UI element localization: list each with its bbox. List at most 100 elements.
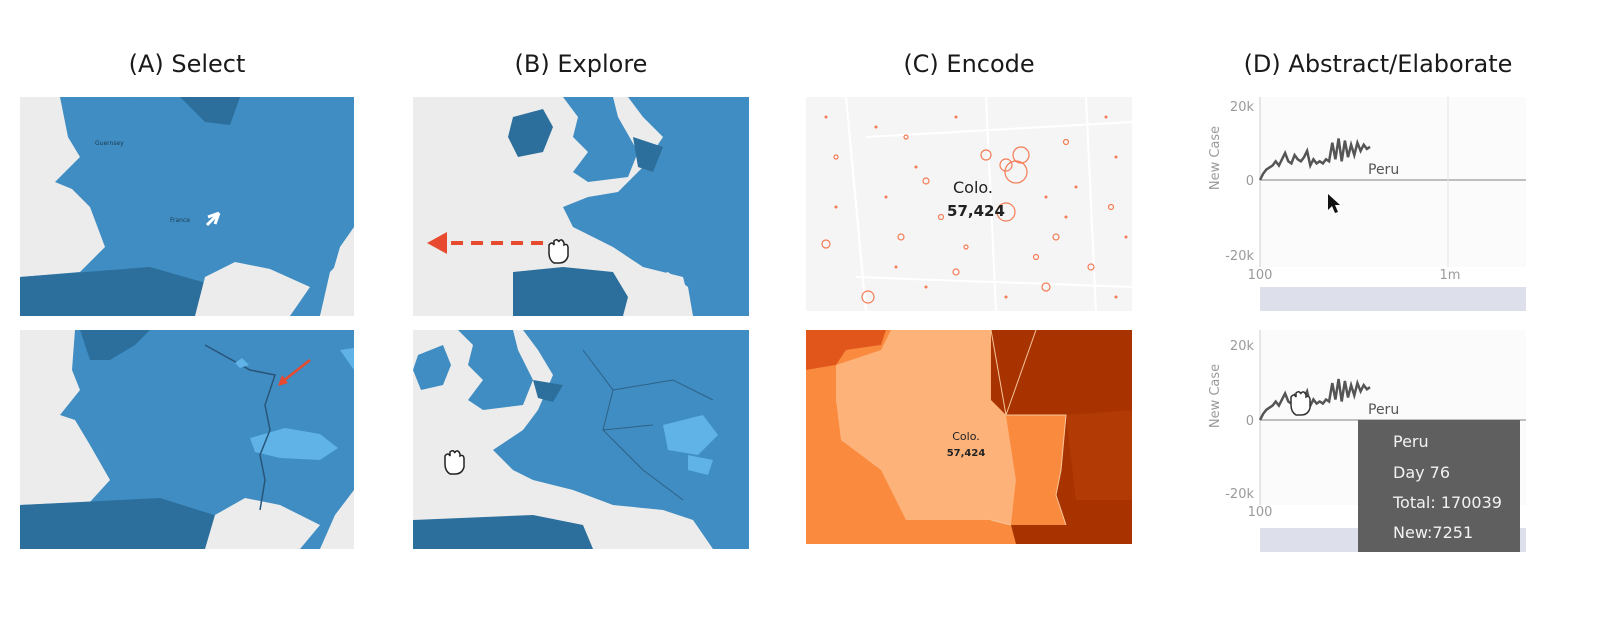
bubble <box>897 233 905 241</box>
column-title-select: (A) Select <box>128 50 246 78</box>
land-continent-dark <box>633 137 663 172</box>
encode-bottom-label-name: Colo. <box>952 430 980 443</box>
x-tick-label: 1m <box>1440 268 1461 283</box>
y-tick-label: -20k <box>1225 249 1254 264</box>
abstract-line-chart-bottom: New Case 20k 0 -20k 100 Peru Peru Day 76… <box>1208 330 1526 552</box>
encode-choropleth-map: Colo. 57,424 <box>806 330 1132 544</box>
explore-map-top-svg <box>427 97 749 316</box>
bubble-dot <box>894 265 898 269</box>
sea-med <box>628 272 693 316</box>
abstract-line-chart-top: New Case 20k 0 -20k 100 1m Peru <box>1208 97 1526 311</box>
red-arrow-head <box>278 375 288 386</box>
tooltip-country: Peru <box>1393 432 1429 451</box>
bubble <box>922 177 930 185</box>
land-uk <box>563 97 638 182</box>
bubble <box>1012 146 1030 164</box>
small-city-marker <box>235 358 249 368</box>
series-label-peru: Peru <box>1368 162 1399 178</box>
tooltip: Peru Day 76 Total: 170039 New:7251 <box>1358 420 1520 552</box>
bubble-dot <box>1064 215 1068 219</box>
select-map-top: Guernsey France <box>20 97 354 316</box>
land-france <box>20 97 354 316</box>
bubble-dot <box>1074 185 1078 189</box>
series-line-peru <box>1258 378 1371 421</box>
hand-cursor-icon <box>1290 390 1311 416</box>
select-map-top-svg: Guernsey France <box>20 97 354 316</box>
cursor-arrow-icon <box>1328 194 1340 213</box>
tooltip-box <box>1358 420 1520 552</box>
land-light-region <box>663 415 718 455</box>
bubble-dots <box>824 115 1128 299</box>
bubble-dot <box>874 125 878 129</box>
land-ireland <box>413 345 451 390</box>
bubble <box>1041 282 1051 292</box>
column-title-abstract-elaborate: (D) Abstract/Elaborate <box>1243 50 1513 78</box>
red-arrow-icon <box>281 359 311 383</box>
y-axis-label: New Case <box>1208 364 1223 428</box>
border-highlight <box>204 344 276 511</box>
land-continent <box>563 97 749 316</box>
hand-cursor-icon <box>444 449 465 475</box>
explore-map-top <box>413 97 749 316</box>
encode-top-label-name: Colo. <box>953 178 993 197</box>
bubble-dot <box>1114 155 1118 159</box>
pan-arrow-head <box>427 232 447 254</box>
white-arrow-icon <box>205 211 221 227</box>
bubble-dot <box>1104 115 1108 119</box>
sea-med <box>598 515 663 549</box>
bubble-dot <box>834 205 838 209</box>
state-borders <box>845 97 1132 311</box>
y-tick-label: 20k <box>1230 100 1255 115</box>
bubble-dot <box>1004 295 1008 299</box>
x-tick-label: 100 <box>1248 268 1273 283</box>
bubble <box>1107 203 1115 211</box>
bubble-dot <box>884 195 888 199</box>
land-uk <box>458 330 533 410</box>
select-map-bottom-svg <box>20 330 354 549</box>
y-tick-label: -20k <box>1225 487 1254 502</box>
land-ireland <box>508 109 553 157</box>
bubble-dot <box>824 115 828 119</box>
chart-plot-area <box>1260 97 1526 267</box>
bubble <box>996 202 1016 222</box>
y-tick-label: 20k <box>1230 339 1255 354</box>
bubble <box>1087 263 1095 271</box>
bubble <box>821 239 831 249</box>
bubble <box>999 158 1013 172</box>
bubble-dot <box>1124 235 1128 239</box>
tooltip-total: Total: 170039 <box>1392 493 1502 512</box>
series-line-peru <box>1258 138 1371 181</box>
y-tick-label: 0 <box>1246 174 1254 189</box>
bubble <box>903 134 909 140</box>
y-tick-label: 0 <box>1246 414 1254 429</box>
region-borders <box>990 330 1067 526</box>
bubble <box>963 244 969 250</box>
bubble <box>937 213 945 221</box>
region-right-mid <box>991 415 1066 525</box>
land-swiss-highlight <box>250 428 338 460</box>
land-light-region-2 <box>688 455 713 475</box>
region-right-dark-2 <box>1066 410 1132 500</box>
region-selected <box>836 330 1016 525</box>
series-label-peru: Peru <box>1368 402 1399 418</box>
land-iberia <box>413 515 593 549</box>
land-dark-region <box>533 380 563 402</box>
country-borders <box>582 349 714 501</box>
land-iberia <box>20 498 235 549</box>
bubble <box>1052 233 1060 241</box>
land-france <box>20 330 354 549</box>
encode-bubble-map: Colo. 57,424 <box>806 97 1132 311</box>
explore-map-bottom <box>413 330 749 549</box>
sea-mediterranean <box>195 262 310 316</box>
bubble-dot <box>914 165 918 169</box>
y-axis-label: New Case <box>1208 126 1223 190</box>
bubble <box>861 290 875 304</box>
range-slider-bar[interactable] <box>1260 287 1526 311</box>
land-uk <box>80 330 150 360</box>
bubble <box>1062 138 1070 146</box>
land-corner-light <box>340 348 354 370</box>
x-tick-label: 100 <box>1248 505 1273 520</box>
bubble <box>980 149 992 161</box>
sea-east <box>320 227 354 316</box>
encode-top-label-value: 57,424 <box>947 202 1005 220</box>
